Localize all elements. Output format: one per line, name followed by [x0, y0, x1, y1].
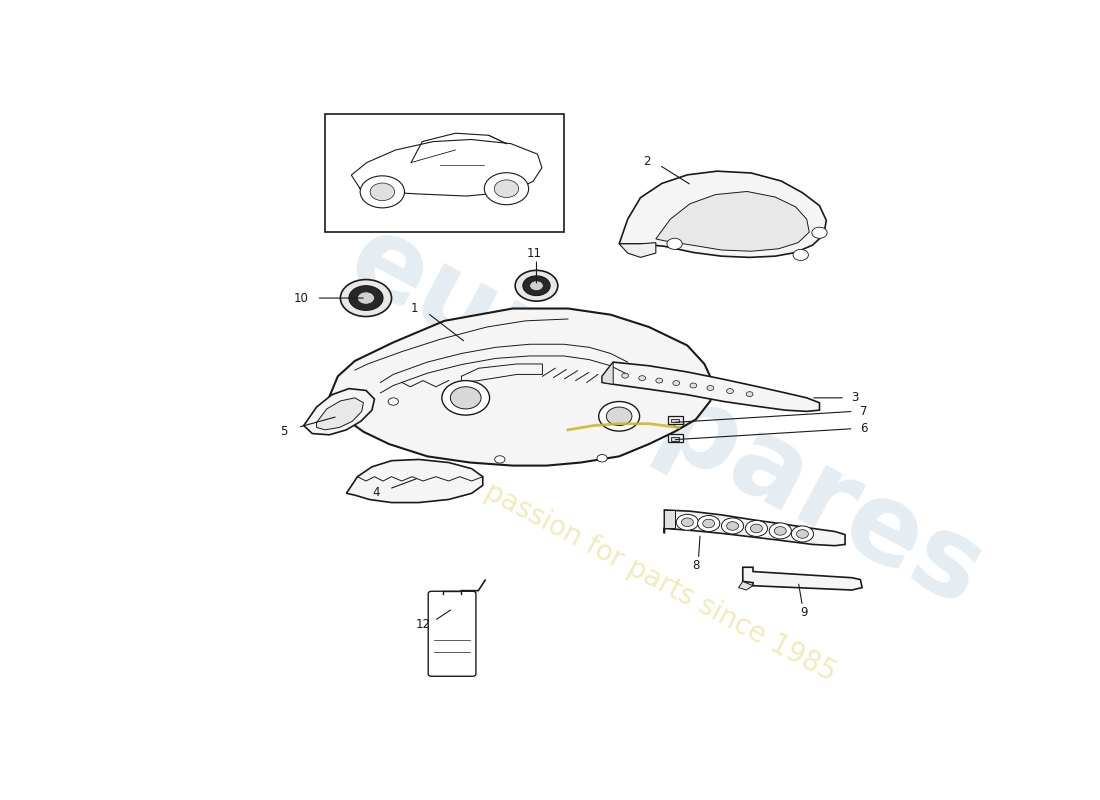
Circle shape — [750, 524, 762, 533]
Circle shape — [358, 292, 374, 304]
Circle shape — [639, 376, 646, 381]
Circle shape — [360, 176, 405, 208]
Circle shape — [690, 383, 696, 388]
Text: 11: 11 — [527, 246, 541, 259]
Text: 2: 2 — [644, 154, 651, 168]
Text: a passion for parts since 1985: a passion for parts since 1985 — [458, 466, 840, 687]
Polygon shape — [346, 459, 483, 502]
Circle shape — [676, 514, 698, 530]
Circle shape — [667, 238, 682, 250]
Circle shape — [522, 276, 550, 295]
Text: 7: 7 — [860, 405, 868, 418]
Text: 6: 6 — [860, 422, 868, 435]
Polygon shape — [304, 389, 374, 435]
Polygon shape — [619, 242, 656, 258]
Circle shape — [796, 530, 808, 538]
Polygon shape — [656, 191, 810, 251]
Circle shape — [727, 389, 734, 394]
Text: 1: 1 — [410, 302, 418, 315]
Circle shape — [598, 402, 639, 431]
Circle shape — [515, 270, 558, 301]
Text: 8: 8 — [692, 559, 700, 572]
Circle shape — [621, 373, 628, 378]
Polygon shape — [317, 398, 363, 430]
Circle shape — [656, 378, 662, 383]
Text: 3: 3 — [851, 391, 859, 404]
Bar — [668, 416, 683, 424]
Polygon shape — [619, 171, 826, 258]
Circle shape — [450, 386, 481, 409]
Text: 12: 12 — [416, 618, 430, 631]
Polygon shape — [602, 362, 820, 411]
Circle shape — [791, 526, 814, 542]
Circle shape — [746, 521, 768, 537]
Text: 5: 5 — [280, 425, 288, 438]
Text: 9: 9 — [801, 606, 807, 618]
Circle shape — [707, 386, 714, 390]
Circle shape — [494, 180, 519, 198]
Circle shape — [673, 381, 680, 386]
Circle shape — [597, 454, 607, 462]
Text: eurospares: eurospares — [331, 204, 1001, 629]
Circle shape — [681, 518, 693, 526]
Polygon shape — [738, 582, 754, 590]
Circle shape — [340, 279, 392, 317]
Bar — [326, 114, 563, 231]
Polygon shape — [664, 510, 845, 546]
Circle shape — [774, 526, 786, 535]
Circle shape — [388, 398, 398, 406]
Circle shape — [727, 522, 738, 530]
Circle shape — [606, 407, 631, 426]
Polygon shape — [326, 309, 713, 466]
Circle shape — [722, 518, 744, 534]
Circle shape — [697, 515, 719, 531]
Circle shape — [495, 456, 505, 463]
Circle shape — [793, 250, 808, 261]
Circle shape — [349, 286, 383, 310]
Circle shape — [484, 173, 529, 205]
Circle shape — [442, 381, 490, 415]
Circle shape — [530, 281, 543, 290]
Circle shape — [746, 392, 754, 397]
Circle shape — [673, 420, 684, 427]
Polygon shape — [742, 567, 862, 590]
Text: 10: 10 — [294, 291, 309, 305]
Bar — [668, 434, 683, 442]
Bar — [671, 437, 679, 441]
Polygon shape — [602, 362, 613, 384]
FancyBboxPatch shape — [428, 591, 476, 676]
Polygon shape — [664, 510, 674, 529]
Circle shape — [769, 523, 791, 539]
Bar — [671, 418, 679, 422]
Circle shape — [812, 227, 827, 238]
Circle shape — [703, 519, 715, 528]
Text: 4: 4 — [373, 486, 380, 499]
Circle shape — [370, 183, 395, 201]
